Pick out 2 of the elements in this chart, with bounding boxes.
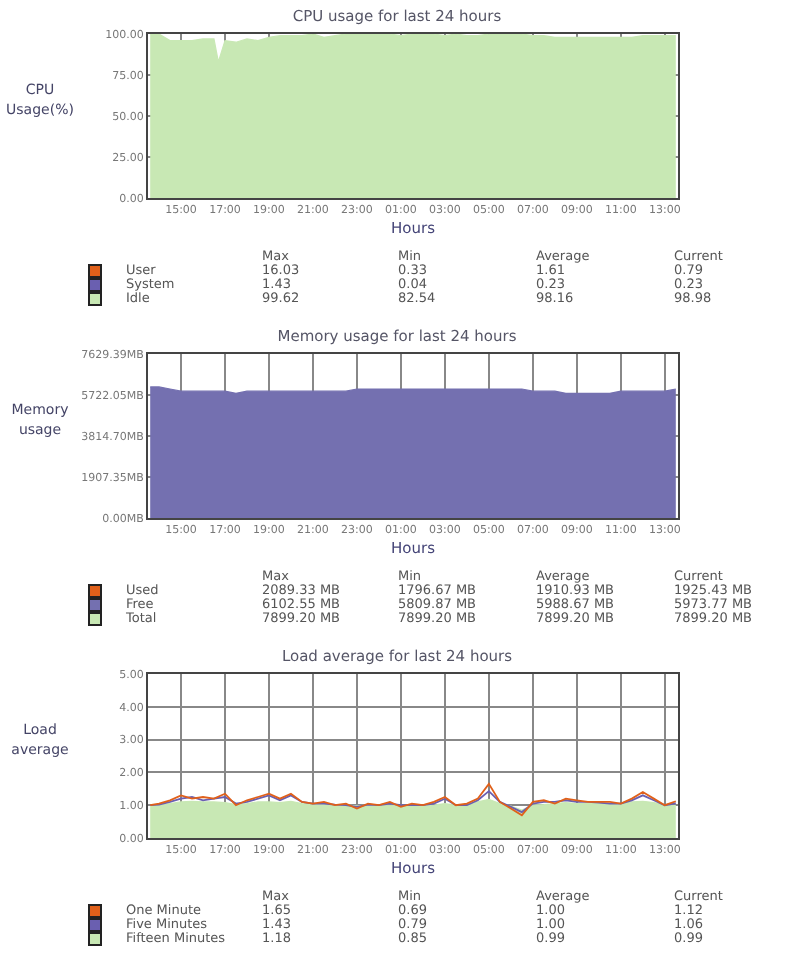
line-series <box>149 782 677 817</box>
line-series <box>149 790 677 813</box>
